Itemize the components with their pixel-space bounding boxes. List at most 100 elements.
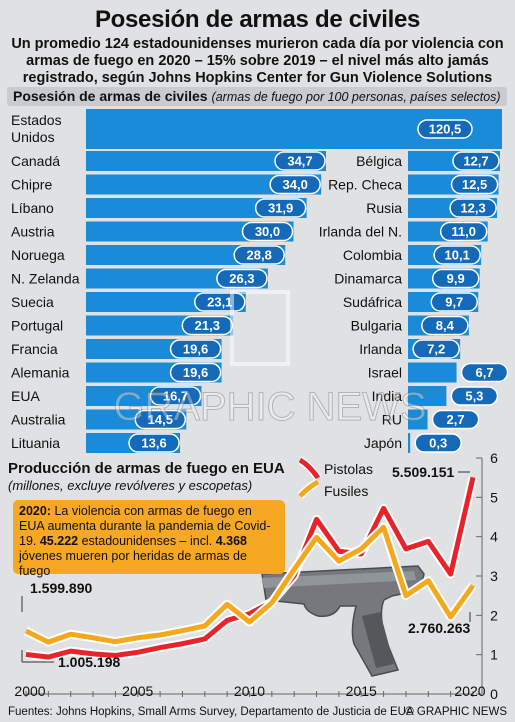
line-fusiles <box>24 524 476 645</box>
bar-value-label-pill <box>254 198 307 218</box>
line-pistolas <box>25 476 476 660</box>
y-tick-label: 5 <box>490 489 498 505</box>
legend-swatch-pistolas <box>298 457 321 480</box>
bar-value-label: 5,3 <box>465 389 483 404</box>
bar-left <box>86 174 322 195</box>
bar-category-label: Líbano <box>11 200 54 216</box>
legend-swatch-fusiles <box>298 479 320 498</box>
bar-category-label: Chipre <box>11 177 52 193</box>
bar-value-label-pill <box>450 386 499 406</box>
x-tick-label: 2005 <box>122 683 153 699</box>
y-tick-label: 4 <box>490 529 498 545</box>
bar-value-label-pill <box>128 433 180 453</box>
bar-value-label-pill <box>216 268 268 289</box>
bar-value-label-pill <box>421 315 469 336</box>
bar-category-label: Portugal <box>11 318 63 334</box>
page-subtitle: Un promedio 124 estadounidenses murieron… <box>11 36 504 86</box>
bar-value-label: 9,7 <box>445 295 463 310</box>
bar-value-label-pill <box>431 409 480 430</box>
annotation-label: 5.509.151 <box>392 464 454 480</box>
y-tick-label: 2 <box>490 607 498 623</box>
bar-value-label: 12,7 <box>463 154 488 169</box>
annotation-label: 1.005.198 <box>58 654 120 670</box>
y-tick-label: 6 <box>490 450 498 466</box>
bar-value-label-pill <box>149 386 202 406</box>
bar-category-label: Irlanda <box>359 341 402 357</box>
note-count1: 45.222 <box>39 534 79 548</box>
annotation-label: 2.760.263 <box>408 620 470 636</box>
bar-category-label: Israel <box>368 365 402 381</box>
bar-value-label: 13,6 <box>141 436 166 451</box>
bar-value-label: 9,9 <box>447 271 465 286</box>
bar-category-label: Australia <box>11 412 66 428</box>
note-count2: 4.368 <box>215 534 247 548</box>
bar-value-label: 12,5 <box>462 177 487 192</box>
bar-value-label-pill <box>449 198 497 218</box>
bar-left <box>86 221 294 242</box>
bar-value-label-pill <box>430 292 479 312</box>
bar-category-label: EUA <box>11 388 40 404</box>
bar-value-label-pill <box>460 362 509 383</box>
bar-value-label: 0,3 <box>429 436 447 451</box>
y-tick-label: 0 <box>490 686 498 702</box>
bar-value-label-pill <box>439 221 488 242</box>
bar-category-label: Lituania <box>11 435 60 451</box>
bar-value-label: 26,3 <box>229 271 254 286</box>
bar-value-label-pill <box>169 362 222 383</box>
bar-value-label-pill <box>452 151 500 171</box>
bar-value-label-pill <box>417 119 473 139</box>
bar-category-label: Irlanda del N. <box>319 224 402 240</box>
production-heading: Producción de armas de fuego en EUA <box>8 460 285 477</box>
bar-category-label: Unidos <box>11 129 55 145</box>
bar-value-label: 6,7 <box>475 365 493 380</box>
bar-category-label: Suecia <box>11 294 54 310</box>
bar-right <box>408 409 428 430</box>
bar-category-label: Bulgaria <box>351 318 403 334</box>
bar-value-label-pill <box>169 339 222 359</box>
bar-category-label: Canadá <box>11 153 60 169</box>
x-tick-label: 2010 <box>234 683 265 699</box>
bar-category-label: Sudáfrica <box>343 294 402 310</box>
bar-value-label: 34,0 <box>283 177 308 192</box>
bar-value-label: 23,1 <box>207 295 232 310</box>
bar-category-label: N. Zelanda <box>11 271 80 287</box>
credit-text: © GRAPHIC NEWS <box>405 706 507 718</box>
bar-category-label: Japón <box>364 435 402 451</box>
bar-value-label-pill <box>274 151 326 171</box>
x-tick-label: 2020 <box>454 683 485 699</box>
ownership-heading-bar: Posesión de armas de civiles (armas de fu… <box>7 87 507 106</box>
bar-value-label-pill <box>134 409 187 430</box>
header: Posesión de armas de civiles Un promedio… <box>0 0 515 87</box>
bar-value-label: 7,2 <box>427 342 445 357</box>
note-line3: jóvenes mueren por heridas de armas de f… <box>19 549 247 578</box>
bar-value-label: 8,4 <box>436 318 455 333</box>
legend-label-fusiles: Fusiles <box>324 483 368 499</box>
covid-note-box: 2020: La violencia con armas de fuego en… <box>13 500 285 578</box>
production-subheading: (millones, excluye revólveres y escopeta… <box>8 478 253 493</box>
legend-label-pistolas: Pistolas <box>324 461 373 477</box>
page-title: Posesión de armas de civiles <box>94 6 421 33</box>
bar-value-label: 12,3 <box>460 201 485 216</box>
pistol-grip <box>362 612 394 668</box>
bar-value-label-pill <box>433 245 481 265</box>
bar-value-label: 11,0 <box>451 224 476 239</box>
y-tick-label: 3 <box>490 568 498 584</box>
note-line1: La violencia con armas de fuego en EUA a… <box>19 504 271 548</box>
bar-category-label: Alemania <box>11 365 70 381</box>
bar-category-label: Noruega <box>11 247 65 263</box>
bar-category-label: Bélgica <box>356 153 402 169</box>
bar-right <box>408 362 457 383</box>
bar-value-label-pill <box>431 268 480 289</box>
bar-value-label-pill <box>269 174 321 195</box>
watermark-logo <box>230 290 290 366</box>
x-tick-label: 2015 <box>346 683 377 699</box>
bar-left <box>86 198 307 218</box>
bar-category-label: India <box>372 388 403 404</box>
bar-value-label: 10,1 <box>445 248 470 263</box>
watermark-text: GRAPHIC NEWS <box>113 385 426 429</box>
bar-category-label: Rusia <box>366 200 402 216</box>
bar-category-label: Estados <box>11 112 62 128</box>
bar-value-label: 19,6 <box>183 365 208 380</box>
ownership-heading: Posesión de armas de civiles <box>13 88 208 104</box>
